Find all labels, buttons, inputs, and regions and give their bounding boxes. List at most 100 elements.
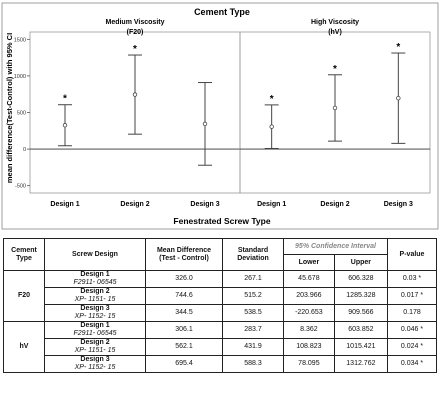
y-tick-label: 0 — [23, 147, 26, 153]
significance-star: * — [270, 94, 274, 105]
x-tick-label: Design 2 — [120, 201, 149, 208]
x-tick-label: Design 1 — [50, 201, 79, 208]
x-axis-label: Fenestrated Screw Type — [173, 216, 270, 226]
header-upper: Upper — [333, 254, 389, 271]
upper-cell: 1285.328 — [333, 287, 389, 305]
design-name: Design 2 — [80, 339, 110, 346]
x-tick-label: Design 3 — [384, 201, 413, 208]
upper-cell: 606.328 — [333, 270, 389, 288]
table-row: Design 2 XP- 1151- 15 744.6 515.2 203.966… — [4, 287, 437, 305]
upper-cell: 909.566 — [333, 304, 389, 322]
header-standard-deviation: Standard Deviation — [222, 238, 284, 271]
sd-cell: 431.9 — [222, 338, 284, 356]
mean-cell: 744.6 — [145, 287, 223, 305]
panel-subtitle: (F20) — [127, 29, 144, 36]
cement-group-label: hV — [3, 321, 45, 373]
sd-cell: 283.7 — [222, 321, 284, 339]
lower-cell: 108.823 — [283, 338, 335, 356]
lower-cell: -220.653 — [283, 304, 335, 322]
significance-star: * — [396, 42, 400, 53]
mean-cell: 326.0 — [145, 270, 223, 288]
design-cell: Design 2 XP- 1151- 15 — [44, 287, 146, 305]
upper-cell: 603.852 — [333, 321, 389, 339]
table-row: Design 3 XP- 1152- 15 344.5 538.5 -220.65… — [4, 304, 437, 322]
y-tick-label: 1500 — [14, 37, 26, 43]
table-subheader-row: Lower Upper — [4, 254, 437, 271]
header-cement-type: Cement Type — [3, 238, 45, 271]
design-name: Design 1 — [80, 322, 110, 329]
lower-cell: 8.362 — [283, 321, 335, 339]
upper-cell: 1015.421 — [333, 338, 389, 356]
lower-cell: 78.095 — [283, 355, 335, 373]
panel-title: Medium Viscosity — [105, 19, 164, 26]
chart-svg: Cement Type mean difference(Test-Control… — [1, 2, 439, 230]
panel-frame — [239, 31, 431, 194]
lower-cell: 203.966 — [283, 287, 335, 305]
significance-star: * — [63, 94, 67, 105]
chart-frame — [1, 2, 439, 230]
mean-point — [132, 92, 138, 97]
header-p-value: P-value — [387, 238, 437, 271]
design-name: Design 1 — [80, 271, 110, 278]
design-part-number: XP- 1152- 15 — [74, 364, 116, 371]
p-value-cell: 0.046 * — [387, 321, 437, 339]
design-name: Design 3 — [80, 305, 110, 312]
cement-group-label: F20 — [3, 270, 45, 322]
y-axis-label: mean difference(Test-Control) with 95% C… — [5, 33, 14, 183]
design-cell: Design 1 F2911- 06545 — [44, 321, 146, 339]
design-cell: Design 3 XP- 1152- 15 — [44, 355, 146, 373]
panel-subtitle: (hV) — [328, 29, 342, 36]
sd-cell: 515.2 — [222, 287, 284, 305]
plot-layer: Medium Viscosity (F20) * Design 1 * Design 2 D… — [14, 19, 431, 208]
design-name: Design 2 — [80, 288, 110, 295]
y-tick-label: 500 — [17, 111, 26, 117]
y-tick-label: -500 — [15, 184, 26, 190]
p-value-cell: 0.178 — [387, 304, 437, 322]
p-value-cell: 0.03 * — [387, 270, 437, 288]
p-value-cell: 0.024 * — [387, 338, 437, 356]
design-name: Design 3 — [80, 356, 110, 363]
table-header-row: Cement Type Screw Design Mean Difference… — [3, 238, 437, 271]
header-confidence-interval: 95% Confidence Interval — [283, 238, 388, 255]
mean-point — [332, 105, 338, 111]
mean-cell: 306.1 — [145, 321, 223, 339]
header-mean-difference: Mean Difference (Test - Control) — [145, 238, 223, 271]
error-bar-chart: Cement Type mean difference(Test-Control… — [1, 2, 439, 230]
mean-cell: 344.5 — [145, 304, 223, 322]
table-row: Design 3 XP- 1152- 15 695.4 588.3 78.095 … — [4, 355, 437, 373]
mean-point — [202, 121, 208, 127]
significance-star: * — [333, 64, 337, 75]
p-value-cell: 0.017 * — [387, 287, 437, 305]
header-screw-design: Screw Design — [44, 238, 146, 271]
mean-point — [269, 124, 274, 129]
y-tick-label: 1000 — [14, 74, 26, 80]
mean-point — [62, 123, 68, 128]
design-part-number: F2911- 06545 — [73, 279, 117, 286]
design-part-number: XP- 1152- 15 — [74, 313, 116, 320]
sd-cell: 538.5 — [222, 304, 284, 322]
x-tick-label: Design 3 — [190, 201, 219, 208]
mean-cell: 562.1 — [145, 338, 223, 356]
p-value-cell: 0.034 * — [387, 355, 437, 373]
sd-cell: 267.1 — [222, 270, 284, 288]
table-row: Design 2 XP- 1151- 15 562.1 431.9 108.823… — [4, 338, 437, 356]
design-cell: Design 2 XP- 1151- 15 — [44, 338, 146, 356]
upper-cell: 1312.762 — [333, 355, 389, 373]
x-tick-label: Design 2 — [320, 201, 349, 208]
table-row: hV Design 1 F2911- 06545 306.1 283.7 8.36… — [3, 321, 437, 373]
x-tick-label: Design 1 — [257, 201, 286, 208]
design-cell: Design 1 F2911- 06545 — [44, 270, 146, 288]
design-part-number: XP- 1151- 15 — [74, 347, 116, 354]
design-part-number: XP- 1151- 15 — [74, 296, 116, 303]
design-cell: Design 3 XP- 1152- 15 — [44, 304, 146, 322]
panel-title: High Viscosity — [311, 19, 359, 26]
table-row: F20 Design 1 F2911- 06545 326.0 267.1 45.… — [3, 270, 437, 322]
header-lower: Lower — [283, 254, 335, 271]
significance-star: * — [133, 44, 137, 55]
statistics-table: Cement Type Screw Design Mean Difference… — [3, 238, 437, 373]
mean-point — [396, 96, 401, 101]
design-part-number: F2911- 06545 — [73, 330, 117, 337]
sd-cell: 588.3 — [222, 355, 284, 373]
lower-cell: 45.678 — [283, 270, 335, 288]
mean-cell: 695.4 — [145, 355, 223, 373]
